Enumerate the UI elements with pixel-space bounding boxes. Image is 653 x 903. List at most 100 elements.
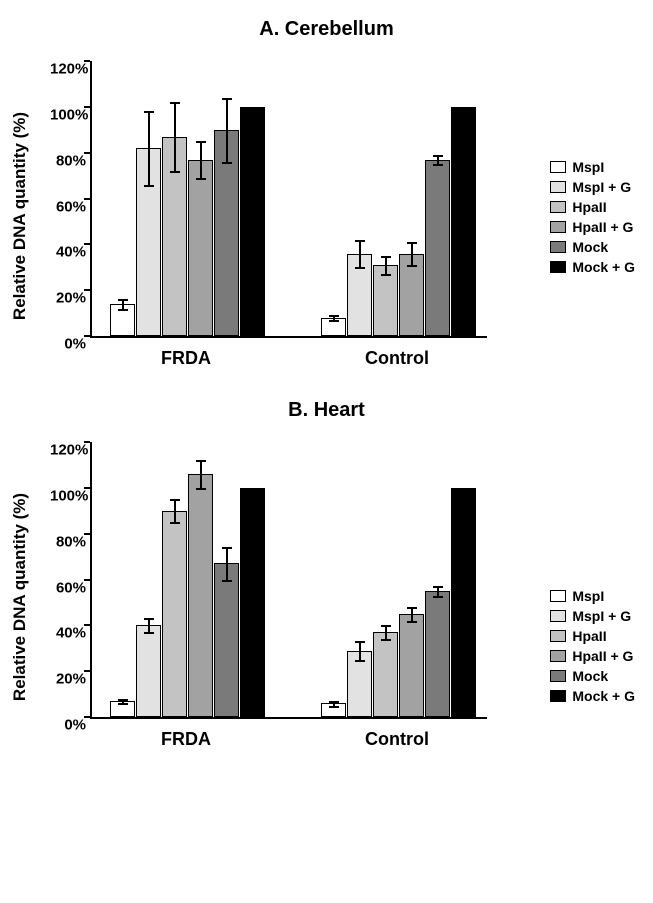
legend-item: Mock + G xyxy=(550,688,635,704)
legend-label: HpaII xyxy=(572,199,606,215)
legend-item: MspI + G xyxy=(550,608,635,624)
error-bar xyxy=(200,461,202,489)
y-tick-label: 100% xyxy=(50,487,86,504)
bar-group xyxy=(110,107,266,336)
legend-swatch xyxy=(550,241,566,253)
legend-item: MspI xyxy=(550,588,635,604)
legend-label: HpaII + G xyxy=(572,648,633,664)
error-bar xyxy=(122,300,124,309)
y-tick-label: 40% xyxy=(50,244,86,261)
y-axis-label: Relative DNA quantity (%) xyxy=(10,112,30,320)
bar xyxy=(240,488,265,717)
legend-swatch xyxy=(550,670,566,682)
error-bar xyxy=(359,642,361,660)
legend-item: HpaII xyxy=(550,199,635,215)
bar xyxy=(214,563,239,717)
panel-title: A. Cerebellum xyxy=(0,18,653,41)
bar xyxy=(425,591,450,717)
legend-label: Mock xyxy=(572,239,608,255)
error-bar xyxy=(437,587,439,596)
error-bar xyxy=(174,500,176,523)
error-bar xyxy=(148,112,150,185)
legend-item: HpaII xyxy=(550,628,635,644)
y-axis-label: Relative DNA quantity (%) xyxy=(10,493,30,701)
x-axis-label: Control xyxy=(365,729,429,750)
error-bar xyxy=(148,619,150,633)
legend: MspI MspI + G HpaII HpaII + G Mock Mock + G xyxy=(550,159,635,275)
legend-swatch xyxy=(550,221,566,233)
x-axis-label: Control xyxy=(365,348,429,369)
legend-item: MspI + G xyxy=(550,179,635,195)
bar xyxy=(188,160,213,336)
legend-label: Mock xyxy=(572,668,608,684)
legend-label: HpaII xyxy=(572,628,606,644)
plot-area xyxy=(90,442,487,719)
chart-area: Relative DNA quantity (%)0%20%40%60%80%1… xyxy=(0,432,653,762)
bar xyxy=(162,511,187,717)
legend-label: MspI xyxy=(572,159,604,175)
legend: MspI MspI + G HpaII HpaII + G Mock Mock + G xyxy=(550,588,635,704)
legend-swatch xyxy=(550,201,566,213)
bar xyxy=(347,651,372,717)
legend-label: MspI xyxy=(572,588,604,604)
bar xyxy=(321,703,346,717)
bar xyxy=(110,304,135,336)
legend-label: Mock + G xyxy=(572,688,635,704)
error-bar xyxy=(359,241,361,269)
legend-swatch xyxy=(550,261,566,273)
legend-label: Mock + G xyxy=(572,259,635,275)
bar xyxy=(399,614,424,717)
panel-title: B. Heart xyxy=(0,399,653,422)
bar xyxy=(240,107,265,336)
chart-panel-0: A. Cerebellum Relative DNA quantity (%) 0%… xyxy=(0,18,653,381)
chart-panel-1: B. HeartRelative DNA quantity (%)0%20%40… xyxy=(0,399,653,762)
y-tick-label: 120% xyxy=(50,61,86,78)
y-tick-label: 0% xyxy=(50,717,86,734)
bar xyxy=(451,488,476,717)
y-tick-label: 80% xyxy=(50,152,86,169)
legend-swatch xyxy=(550,690,566,702)
y-tick-label: 80% xyxy=(50,533,86,550)
legend-swatch xyxy=(550,610,566,622)
legend-item: Mock xyxy=(550,668,635,684)
legend-item: HpaII + G xyxy=(550,219,635,235)
error-bar xyxy=(333,702,335,707)
bar xyxy=(373,632,398,717)
legend-label: HpaII + G xyxy=(572,219,633,235)
legend-label: MspI + G xyxy=(572,179,631,195)
error-bar xyxy=(174,103,176,172)
bar xyxy=(425,160,450,336)
legend-item: MspI xyxy=(550,159,635,175)
y-tick-label: 0% xyxy=(50,336,86,353)
bar-group xyxy=(321,107,477,336)
legend-swatch xyxy=(550,630,566,642)
y-tick-label: 40% xyxy=(50,625,86,642)
error-bar xyxy=(122,700,124,705)
plot-area xyxy=(90,61,487,338)
legend-item: HpaII + G xyxy=(550,648,635,664)
y-tick-label: 20% xyxy=(50,290,86,307)
bar-group xyxy=(110,474,266,717)
bar xyxy=(162,137,187,336)
bar xyxy=(136,625,161,717)
bar xyxy=(451,107,476,336)
legend-swatch xyxy=(550,181,566,193)
bar xyxy=(321,318,346,336)
error-bar xyxy=(385,626,387,640)
x-axis-label: FRDA xyxy=(161,729,211,750)
error-bar xyxy=(333,316,335,321)
y-tick-label: 60% xyxy=(50,579,86,596)
error-bar xyxy=(200,142,202,179)
legend-swatch xyxy=(550,161,566,173)
y-tick-label: 100% xyxy=(50,106,86,123)
bar xyxy=(188,474,213,717)
legend-item: Mock xyxy=(550,239,635,255)
legend-label: MspI + G xyxy=(572,608,631,624)
legend-item: Mock + G xyxy=(550,259,635,275)
y-tick-label: 60% xyxy=(50,198,86,215)
bar xyxy=(399,254,424,337)
bar xyxy=(110,701,135,717)
error-bar xyxy=(385,257,387,275)
bar-group xyxy=(321,488,477,717)
error-bar xyxy=(411,243,413,266)
